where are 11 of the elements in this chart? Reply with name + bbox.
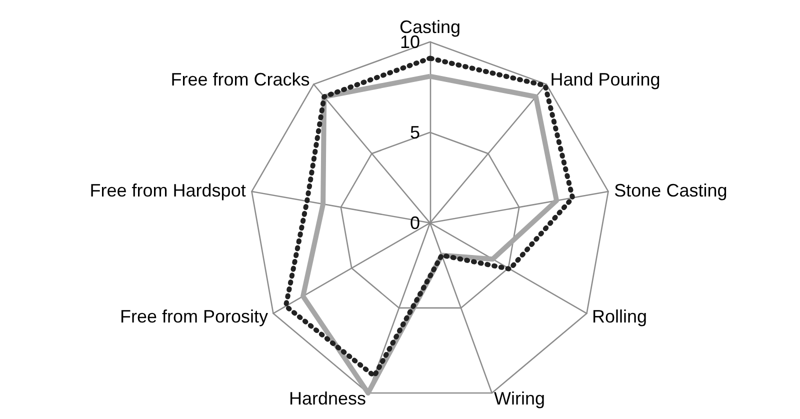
spoke-label: Free from Porosity [120,306,268,326]
spoke-label: Hardness [288,388,366,409]
y-tick-label: 5 [410,122,420,142]
spoke-label: Stone Casting [614,180,728,200]
spoke-label: Hand Pouring [550,70,660,90]
spoke-label: Rolling [592,306,647,326]
y-tick-label: 0 [410,212,420,233]
spoke-label: Free from Hardspot [90,180,246,200]
spoke-label: Casting [399,16,461,37]
spoke-label: Free from Cracks [170,70,310,90]
spoke-label: Wiring [494,388,545,409]
